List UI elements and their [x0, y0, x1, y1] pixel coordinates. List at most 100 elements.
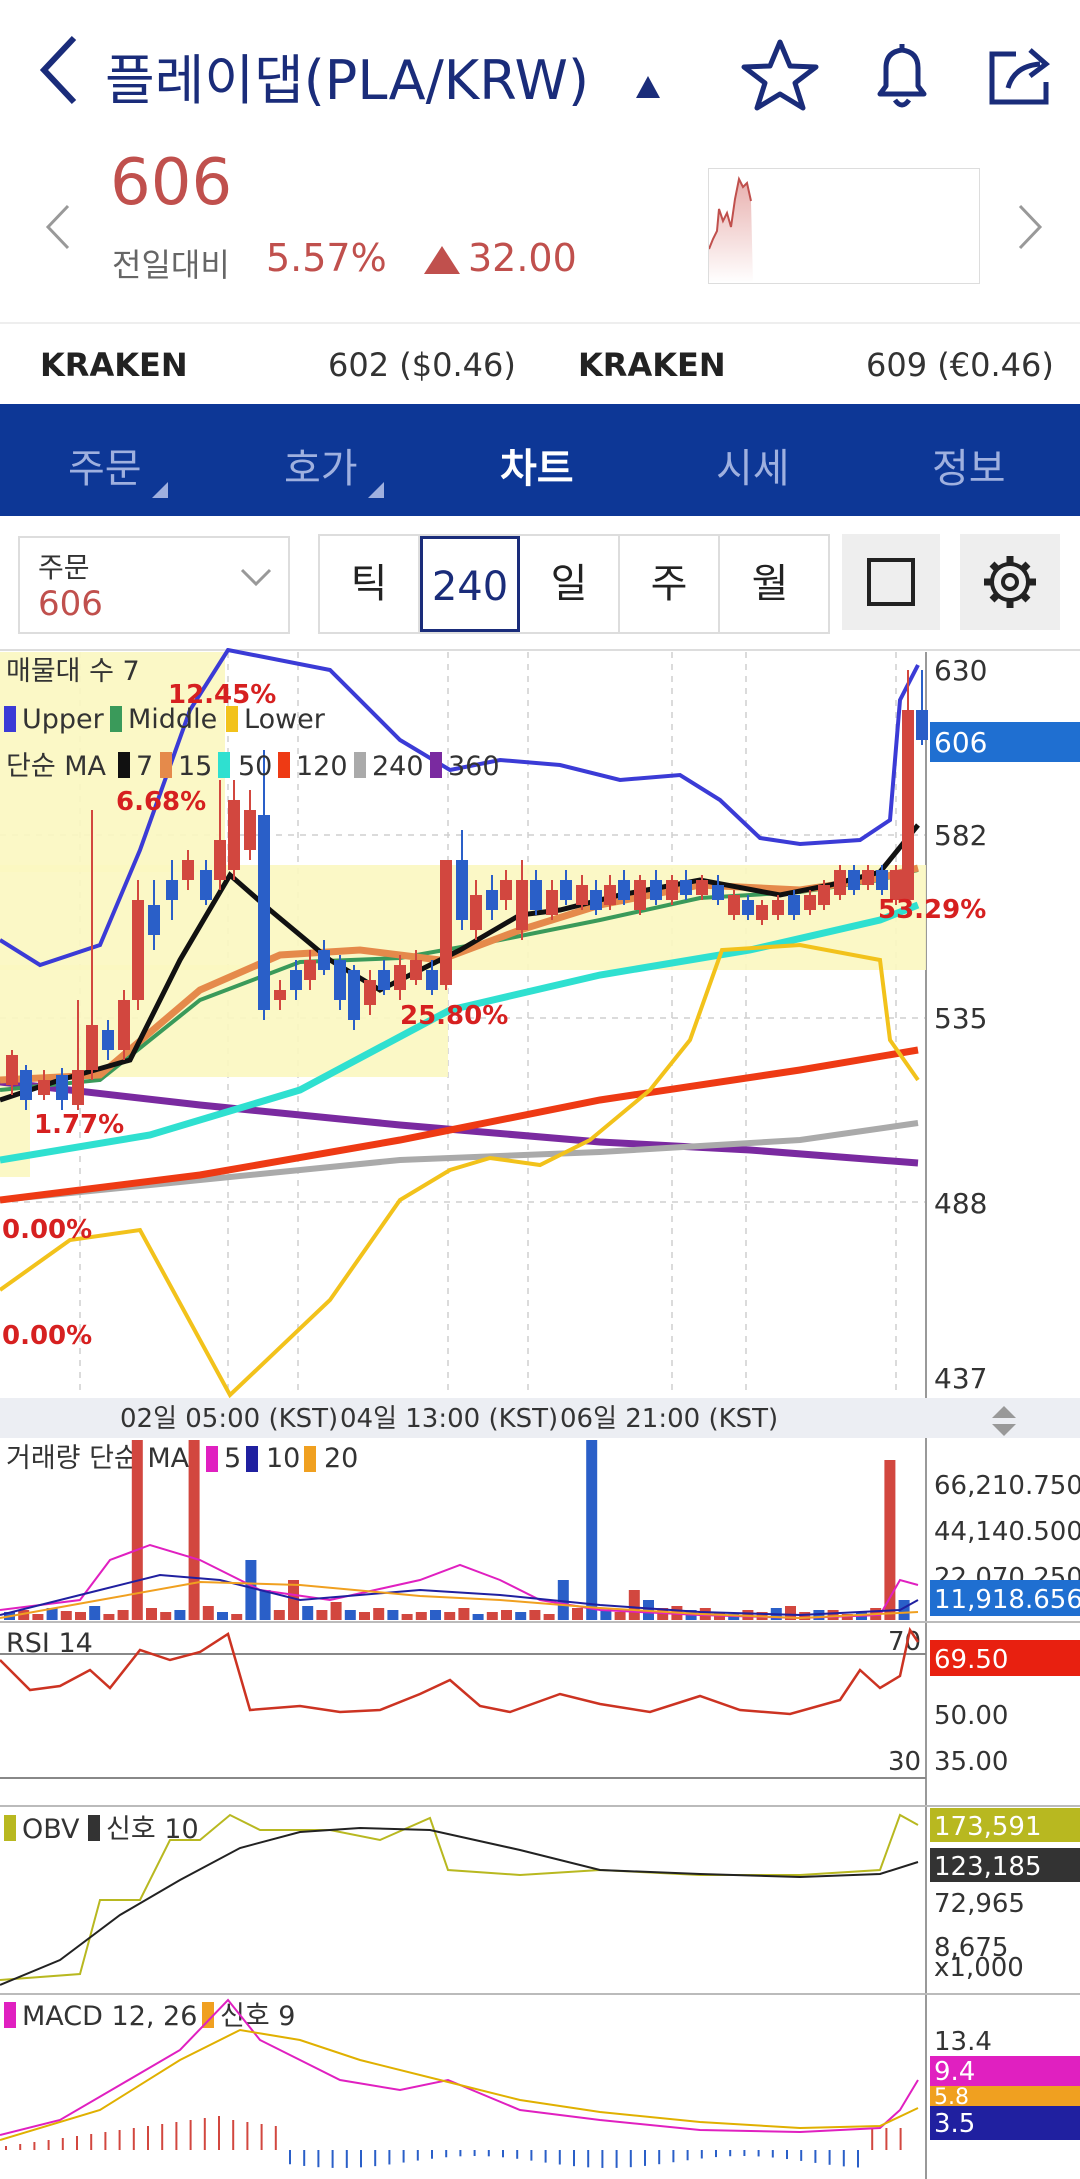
volume-bar: [586, 1440, 598, 1620]
volume-bar: [117, 1610, 129, 1620]
candle-body: [290, 970, 302, 990]
rsi-axis-label: 50.00: [934, 1701, 1008, 1731]
legend-swatch: [354, 752, 366, 778]
chevron-down-icon: [240, 568, 272, 587]
period-day[interactable]: 일: [520, 536, 620, 632]
volume-bar: [344, 1610, 356, 1620]
tab-order[interactable]: 주문: [68, 446, 142, 492]
volume-current-tag: [930, 1580, 1080, 1616]
candle-body: [318, 950, 330, 970]
prev-coin-arrow-icon[interactable]: [40, 200, 76, 254]
settings-button[interactable]: [960, 534, 1060, 630]
volume-bar: [373, 1608, 385, 1620]
exchange-value: 602 ($0.46): [328, 346, 516, 384]
volume-bar: [898, 1600, 910, 1620]
mini-price-chart[interactable]: [708, 168, 980, 284]
candle-body: [38, 1080, 50, 1095]
resize-handle-icon[interactable]: [992, 1406, 1016, 1436]
rsi-level-30: 30: [888, 1747, 921, 1777]
volume-bar: [543, 1614, 555, 1620]
volume-bar: [572, 1608, 583, 1620]
candle-body: [394, 965, 406, 990]
obv-signal-line: [0, 1826, 919, 1986]
volume-bar: [245, 1560, 257, 1620]
ma-legend-360: 360: [448, 751, 500, 782]
price-axis-label: 437: [934, 1362, 987, 1395]
candle-body: [772, 900, 784, 915]
ma50-line: [0, 901, 920, 1164]
legend-swatch: [4, 706, 16, 732]
volume-bar: [131, 1440, 143, 1620]
volume-bar: [273, 1610, 285, 1620]
period-week[interactable]: 주: [620, 536, 720, 632]
share-icon[interactable]: [980, 36, 1060, 116]
page-title[interactable]: 플레이댑(PLA/KRW): [105, 49, 590, 112]
tab-market[interactable]: 시세: [716, 446, 790, 492]
volume-bar: [174, 1610, 186, 1620]
volume-bar: [231, 1614, 243, 1620]
star-icon[interactable]: [740, 36, 820, 116]
candle-body: [182, 860, 194, 880]
period-month[interactable]: 월: [751, 561, 789, 607]
volume-ma-10: 10: [266, 1443, 300, 1474]
volume-bar: [799, 1612, 811, 1620]
candle-body: [696, 880, 708, 895]
volume-bar: [529, 1610, 541, 1620]
tab-chart[interactable]: 차트: [500, 446, 574, 492]
tab-corner-icon: [152, 482, 168, 498]
candle-body: [890, 870, 902, 900]
candle-body: [304, 960, 316, 980]
volume-bar: [75, 1612, 86, 1620]
period-tick[interactable]: 틱: [320, 536, 420, 632]
legend-swatch: [118, 752, 130, 778]
price-chart[interactable]: 630 582 535 488 437 606 매물대 수 7 Upper Mi…: [0, 648, 1080, 2179]
volume-bar: [458, 1608, 470, 1620]
profile-pct-label: 6.68%: [116, 787, 206, 817]
candle-body: [486, 890, 498, 910]
change-percent: 5.57%: [266, 236, 387, 280]
legend-swatch: [304, 1446, 316, 1472]
volume-bar: [515, 1612, 527, 1620]
volume-current-label: 11,918.656: [934, 1585, 1080, 1615]
legend-upper: Upper: [22, 704, 105, 735]
bell-icon[interactable]: [862, 36, 942, 116]
caret-icon[interactable]: [636, 76, 660, 98]
volume-bar: [46, 1608, 58, 1620]
profile-pct-label: 25.80%: [400, 1001, 508, 1031]
macd-signal-tag: [930, 2086, 1080, 2106]
fullscreen-button[interactable]: [842, 534, 940, 630]
candle-body: [86, 1025, 98, 1070]
obv-axis-label: 8,675: [934, 1933, 1008, 1963]
period-240min[interactable]: 240분: [420, 536, 520, 706]
tab-orderbook[interactable]: 호가: [284, 446, 358, 492]
back-arrow-icon[interactable]: [30, 30, 90, 110]
exchange-name: KRAKEN: [578, 346, 726, 384]
volume-bar: [359, 1612, 370, 1620]
candle-body: [440, 860, 452, 985]
candle-body: [834, 870, 846, 895]
volume-label: 거래량 단순 MA: [6, 1443, 190, 1474]
order-dropdown[interactable]: 주문 606: [18, 536, 290, 634]
lower-band-line: [0, 942, 920, 1399]
volume-bar: [146, 1608, 157, 1620]
volume-bar: [557, 1580, 569, 1620]
candle-body: [666, 880, 678, 900]
volume-bar: [401, 1614, 413, 1620]
exchange-value: 609 (€0.46): [866, 346, 1054, 384]
ma120-line: [0, 1046, 919, 1204]
ma-legend-label: 단순 MA: [6, 751, 107, 782]
macd-line: [0, 1998, 919, 2136]
candlestick-series: [6, 670, 928, 1110]
candle-body: [102, 1030, 114, 1050]
candle-body: [56, 1075, 68, 1100]
obv-signal-current-label: 123,185: [934, 1852, 1042, 1882]
candle-body: [916, 710, 928, 740]
rsi-axis-label: 35.00: [934, 1747, 1008, 1777]
candle-body: [804, 895, 816, 910]
next-coin-arrow-icon[interactable]: [1012, 200, 1048, 254]
rsi-line: [0, 1626, 920, 1716]
tab-info[interactable]: 정보: [932, 446, 1006, 492]
time-axis-label: 02일 05:00 (KST): [120, 1404, 338, 1434]
candle-body: [604, 885, 616, 905]
volume-bar: [827, 1610, 839, 1620]
